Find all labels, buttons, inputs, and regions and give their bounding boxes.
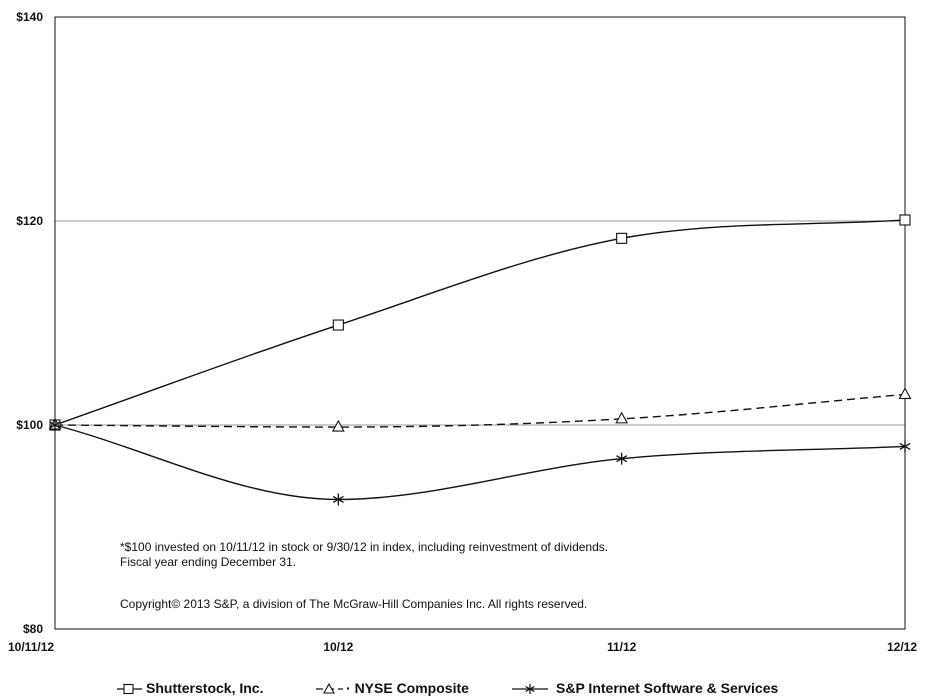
copyright-note: Copyright© 2013 S&P, a division of The M… bbox=[120, 597, 587, 611]
data-point-square bbox=[332, 319, 344, 331]
triangle-marker-icon bbox=[323, 682, 335, 694]
data-point-square bbox=[616, 232, 628, 244]
series-line-0 bbox=[54, 219, 906, 426]
plot-frame bbox=[54, 16, 906, 630]
x-axis-ticks: 10/11/12 10/12 11/12 12/12 bbox=[8, 640, 917, 654]
series-line-1 bbox=[54, 393, 906, 428]
legend: Shutterstock, Inc. · NYSE Composite S&P … bbox=[117, 680, 778, 696]
x-tick-label: 12/12 bbox=[887, 640, 917, 654]
grid-layer bbox=[55, 220, 905, 426]
legend-label-nyse-name: NYSE Composite bbox=[355, 680, 470, 696]
data-point-asterisk bbox=[49, 419, 61, 431]
data-point-asterisk bbox=[899, 440, 911, 453]
legend-label-sp-internet: S&P Internet Software & Services bbox=[556, 680, 778, 696]
footnote-investment: *$100 invested on 10/11/12 in stock or 9… bbox=[120, 540, 608, 554]
x-tick-label: 10/12 bbox=[323, 640, 353, 654]
legend-label-shutterstock: Shutterstock, Inc. bbox=[146, 680, 263, 696]
x-tick-label: 10/11/12 bbox=[8, 640, 54, 654]
x-tick-label: 11/12 bbox=[607, 640, 637, 654]
y-tick-label: $80 bbox=[23, 622, 43, 636]
data-point-asterisk bbox=[332, 493, 344, 506]
y-axis-ticks: $80 $100 $120 $140 bbox=[16, 10, 43, 636]
legend-item-sp-internet: S&P Internet Software & Services bbox=[512, 680, 778, 696]
y-tick-label: $100 bbox=[16, 418, 43, 432]
data-point-square bbox=[899, 214, 911, 226]
data-point-triangle bbox=[898, 387, 912, 399]
data-point-triangle bbox=[331, 419, 345, 432]
legend-item-nyse: · NYSE Composite bbox=[316, 680, 469, 696]
series-line-2 bbox=[54, 424, 906, 501]
data-point-triangle bbox=[615, 411, 629, 424]
footnote-fiscal-year: Fiscal year ending December 31. bbox=[120, 555, 296, 569]
legend-item-shutterstock: Shutterstock, Inc. bbox=[117, 680, 263, 696]
square-marker-icon bbox=[123, 683, 134, 695]
y-tick-label: $140 bbox=[16, 10, 43, 24]
data-point-asterisk bbox=[616, 452, 628, 465]
asterisk-marker-icon bbox=[525, 684, 535, 694]
series-layer bbox=[48, 214, 912, 506]
y-tick-label: $120 bbox=[16, 214, 43, 228]
legend-label-nyse: · NYSE Composite bbox=[346, 680, 469, 696]
